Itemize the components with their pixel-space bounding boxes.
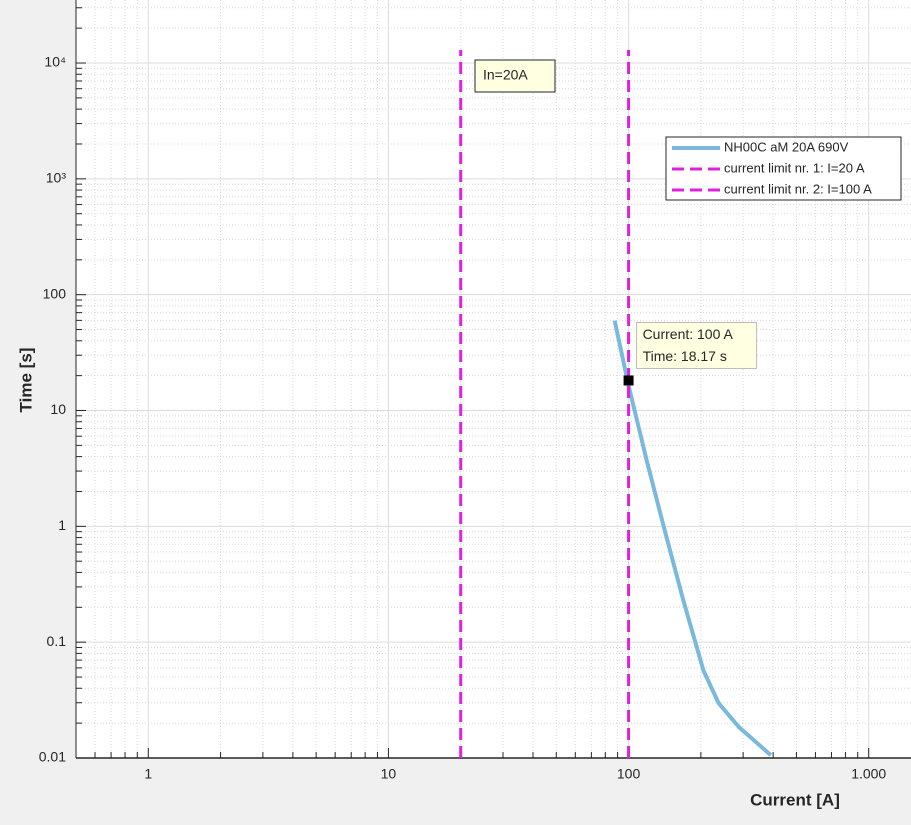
legend-label: current limit nr. 2: I=100 A <box>724 181 872 196</box>
legend-label: NH00C aM 20A 690V <box>724 139 849 154</box>
series-line <box>612 320 773 757</box>
datatip-box <box>636 321 758 369</box>
y-tick-label: 10⁴ <box>44 54 66 70</box>
y-tick-label: 10³ <box>46 170 67 186</box>
legend-label: current limit nr. 1: I=20 A <box>724 160 865 175</box>
y-tick-label: 100 <box>43 285 67 301</box>
x-tick-label: 1.000 <box>851 766 886 782</box>
datatip-marker <box>623 375 634 386</box>
marks <box>459 49 773 758</box>
y-tick-label: 1 <box>58 517 66 533</box>
y-axis-label: Time [s] <box>16 348 35 413</box>
datatip-text: Time: 18.17 s <box>643 348 727 364</box>
annotation: In=20A <box>483 67 528 83</box>
x-axis-label: Current [A] <box>750 790 840 809</box>
y-tick-label: 10 <box>50 401 66 417</box>
y-tick-label: 0.1 <box>47 633 67 649</box>
y-tick-label: 0.01 <box>39 749 66 765</box>
x-tick-label: 1 <box>144 766 152 782</box>
x-tick-label: 10 <box>381 766 397 782</box>
x-tick-label: 100 <box>617 766 641 782</box>
datatip-text: Current: 100 A <box>643 326 734 342</box>
plot-area <box>76 0 911 758</box>
annotation-box <box>474 59 556 93</box>
